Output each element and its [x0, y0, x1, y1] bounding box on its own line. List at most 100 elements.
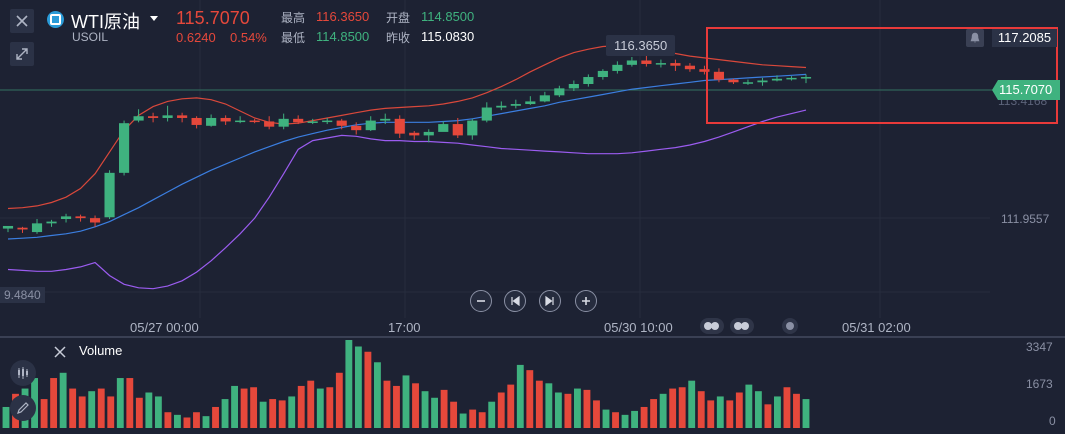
- volume-close-icon[interactable]: [54, 345, 66, 358]
- candle: [249, 120, 260, 123]
- volume-bar: [97, 388, 105, 428]
- time-label-4: 05/31 02:00: [842, 320, 911, 335]
- volume-bar: [202, 416, 210, 428]
- candle: [133, 116, 144, 121]
- candle: [75, 216, 86, 219]
- prev-close-label: 昨收: [386, 31, 411, 45]
- price-change: 0.6240: [176, 30, 216, 45]
- close-button[interactable]: [10, 9, 34, 33]
- volume-bar: [612, 412, 619, 428]
- scroll-back-button[interactable]: [504, 290, 526, 312]
- current-price: 115.7070: [176, 8, 250, 28]
- volume-bar: [459, 413, 467, 428]
- volume-bar: [602, 409, 610, 428]
- candle: [31, 223, 43, 233]
- prev-close-value: 115.0830: [421, 29, 475, 44]
- volume-bar: [145, 392, 153, 428]
- volume-bar: [412, 383, 419, 428]
- volume-min-label: 0: [1049, 414, 1056, 428]
- candle: [423, 131, 434, 136]
- candle: [220, 117, 231, 122]
- candle: [336, 120, 347, 126]
- candle: [583, 77, 594, 84]
- high-label: 最高: [281, 11, 306, 25]
- volume-bar: [650, 399, 658, 428]
- candle: [2, 225, 14, 229]
- symbol-name[interactable]: WTI原油: [71, 12, 140, 32]
- volume-bar: [726, 400, 734, 428]
- volume-bar: [745, 384, 753, 428]
- candle: [554, 88, 565, 96]
- volume-bar: [507, 384, 515, 428]
- candle: [177, 115, 188, 118]
- volume-bar: [154, 396, 162, 428]
- volume-bar: [2, 406, 10, 428]
- candle: [206, 117, 217, 126]
- volume-bar: [802, 399, 810, 428]
- volume-bar: [754, 391, 762, 428]
- candle: [438, 124, 449, 132]
- volume-bar: [516, 364, 524, 428]
- candle: [713, 71, 725, 80]
- event-marker[interactable]: [700, 318, 724, 334]
- volume-bar: [535, 380, 543, 428]
- event-marker[interactable]: [782, 318, 798, 334]
- scroll-forward-button[interactable]: [539, 290, 561, 312]
- zoom-out-button[interactable]: [470, 290, 492, 312]
- volume-bar: [526, 370, 534, 428]
- volume-bar: [697, 391, 705, 428]
- draw-tool-button[interactable]: [10, 395, 36, 421]
- candle: [293, 118, 304, 123]
- candle: [60, 216, 72, 219]
- high-value: 116.3650: [316, 9, 370, 24]
- candle: [728, 79, 739, 83]
- open-value: 114.8500: [421, 9, 475, 24]
- volume-bar: [116, 378, 124, 428]
- volume-bar: [78, 396, 86, 428]
- bell-icon[interactable]: [966, 29, 984, 47]
- volume-bar: [316, 388, 324, 428]
- candle: [742, 82, 754, 84]
- volume-bar: [164, 412, 172, 428]
- volume-title: Volume: [79, 343, 123, 358]
- candle: [525, 101, 536, 105]
- volume-bar: [183, 417, 191, 428]
- volume-bar: [307, 380, 315, 428]
- volume-bar: [402, 375, 410, 428]
- pencil-icon: [17, 402, 29, 414]
- alert-price-label: 117.2085: [992, 29, 1057, 47]
- candle: [104, 172, 115, 218]
- volume-bar: [574, 388, 581, 428]
- volume-bar: [59, 372, 67, 428]
- volume-bar: [193, 412, 200, 428]
- candle: [118, 123, 130, 173]
- expand-button[interactable]: [10, 42, 34, 66]
- symbol-dropdown-icon[interactable]: [150, 16, 158, 21]
- volume-bar: [259, 401, 267, 428]
- price-change-pct: 0.54%: [230, 30, 267, 45]
- volume-bar: [126, 378, 134, 428]
- volume-bar: [440, 389, 448, 428]
- skip-forward-icon: [545, 296, 554, 306]
- event-marker[interactable]: [730, 318, 754, 334]
- candle: [89, 218, 101, 223]
- candle: [380, 118, 391, 121]
- candle: [626, 60, 637, 65]
- indicator-tool-button[interactable]: [10, 360, 36, 386]
- volume-bar: [764, 404, 772, 428]
- candle: [452, 124, 463, 136]
- candle: [46, 221, 57, 224]
- candle: [699, 69, 710, 72]
- volume-bar: [269, 399, 277, 428]
- zoom-in-button[interactable]: [575, 290, 597, 312]
- volume-bar: [450, 401, 458, 428]
- candle: [481, 107, 492, 121]
- time-label-1: 05/27 00:00: [130, 320, 199, 335]
- open-label: 开盘: [386, 11, 411, 25]
- time-label-2: 17:00: [388, 320, 421, 335]
- skip-back-icon: [511, 296, 520, 306]
- volume-bar: [421, 391, 429, 428]
- current-price-tag-label: 115.7070: [999, 82, 1053, 97]
- candle: [771, 78, 783, 81]
